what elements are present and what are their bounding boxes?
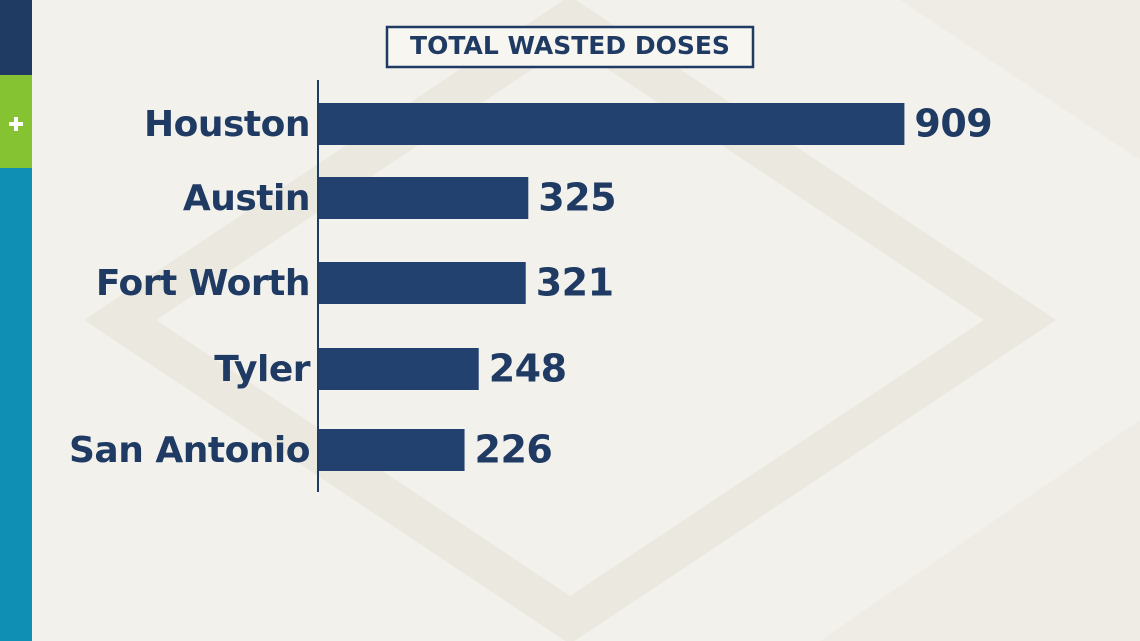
- bar: [319, 103, 905, 145]
- value-label: 325: [538, 176, 616, 220]
- value-label: 248: [489, 347, 567, 391]
- value-label: 909: [914, 102, 992, 146]
- category-label: Houston: [144, 104, 310, 145]
- side-strip-navy: [0, 0, 32, 75]
- category-label: San Antonio: [69, 430, 310, 471]
- bar: [319, 177, 529, 219]
- bg-diamond: [83, 0, 1057, 641]
- category-label: Tyler: [214, 349, 311, 390]
- plus-icon: [9, 117, 23, 131]
- side-strip-teal: [0, 168, 32, 641]
- bar: [319, 262, 526, 304]
- category-label: Austin: [183, 178, 310, 219]
- value-label: 321: [536, 261, 614, 305]
- bg-shape: [900, 0, 1140, 160]
- category-label: Fort Worth: [96, 263, 310, 304]
- bar: [319, 429, 465, 471]
- value-label: 226: [475, 428, 553, 472]
- bar: [319, 348, 479, 390]
- bg-shape: [820, 420, 1140, 641]
- title-box: [385, 25, 755, 69]
- chart-title: TOTAL WASTED DOSES: [410, 31, 730, 60]
